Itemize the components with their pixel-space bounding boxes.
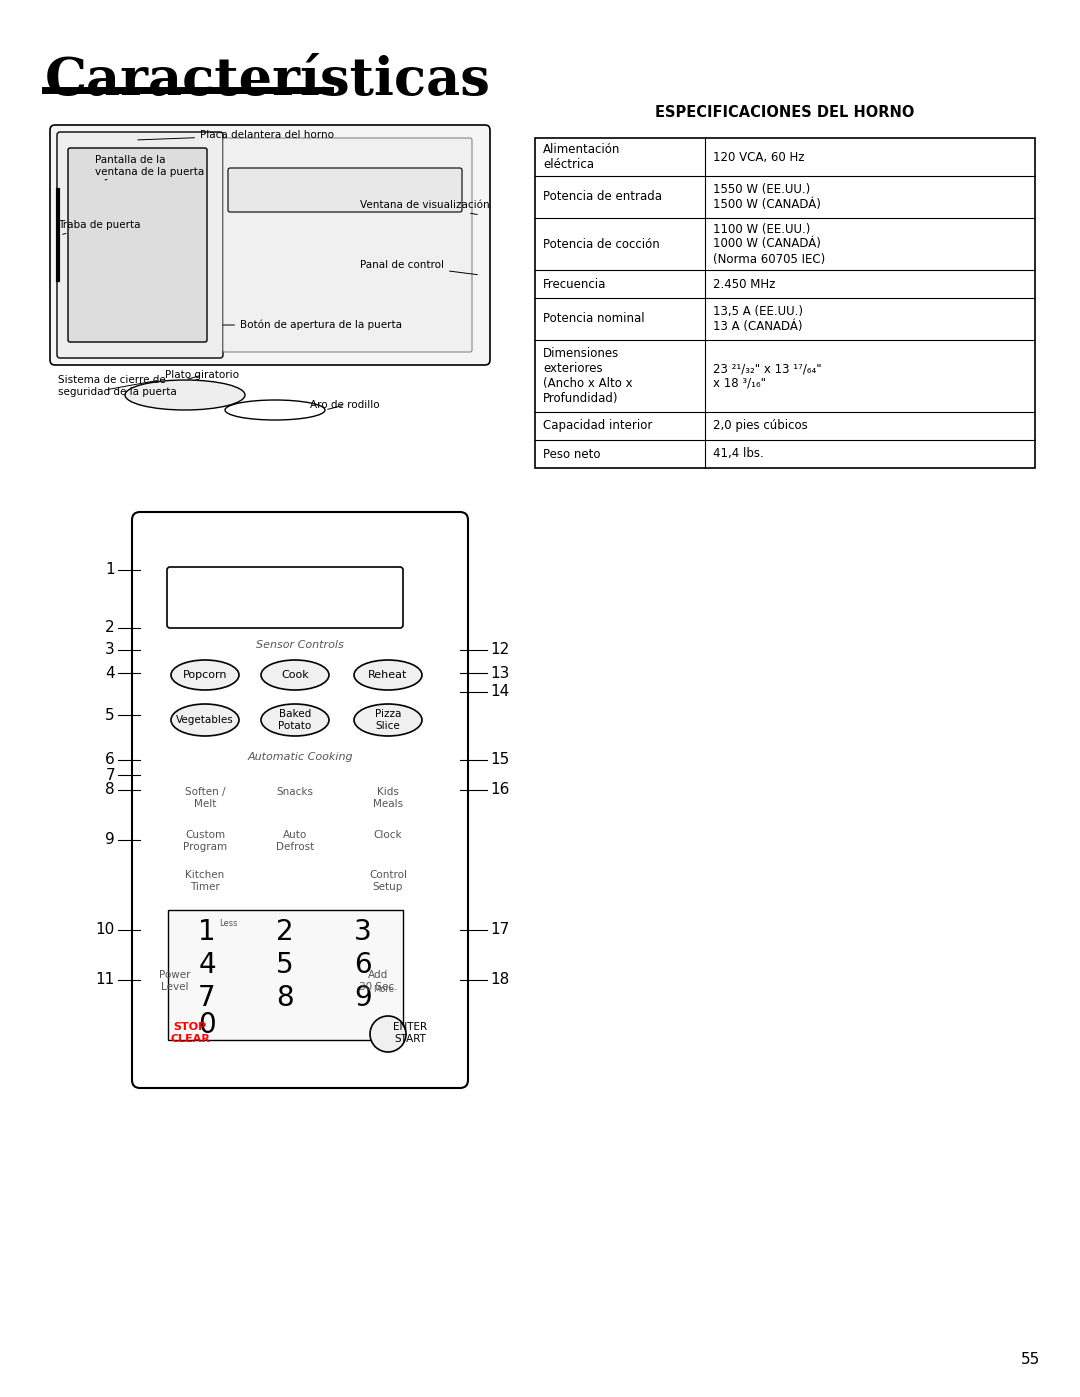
Text: ESPECIFICACIONES DEL HORNO: ESPECIFICACIONES DEL HORNO xyxy=(656,105,915,120)
Text: 11: 11 xyxy=(96,972,114,988)
Bar xyxy=(168,909,403,1039)
Text: Clock: Clock xyxy=(374,830,403,840)
Text: 4: 4 xyxy=(106,665,114,680)
Text: Pantalla de la
ventana de la puerta: Pantalla de la ventana de la puerta xyxy=(95,155,204,180)
Text: 1: 1 xyxy=(199,918,216,946)
Text: 13: 13 xyxy=(490,665,510,680)
Text: 23 ²¹/₃₂" x 13 ¹⁷/₆₄"
x 18 ³/₁₆": 23 ²¹/₃₂" x 13 ¹⁷/₆₄" x 18 ³/₁₆" xyxy=(713,362,822,390)
Text: 2.450 MHz: 2.450 MHz xyxy=(713,278,775,291)
Ellipse shape xyxy=(171,659,239,690)
Text: 9: 9 xyxy=(354,983,372,1011)
Ellipse shape xyxy=(261,659,329,690)
Text: Power
Level: Power Level xyxy=(159,970,191,992)
Text: Add
30 Sec.: Add 30 Sec. xyxy=(359,970,397,992)
Text: Cook: Cook xyxy=(281,671,309,680)
Text: 41,4 lbs.: 41,4 lbs. xyxy=(713,447,764,461)
Text: Dimensiones
exteriores
(Ancho x Alto x
Profundidad): Dimensiones exteriores (Ancho x Alto x P… xyxy=(543,346,633,405)
Text: Pizza
Slice: Pizza Slice xyxy=(375,710,401,731)
Text: 16: 16 xyxy=(490,782,510,798)
Text: Custom
Program: Custom Program xyxy=(183,830,227,852)
Text: Sistema de cierre de
seguridad de la puerta: Sistema de cierre de seguridad de la pue… xyxy=(58,374,177,397)
FancyBboxPatch shape xyxy=(228,168,462,212)
Text: 4: 4 xyxy=(199,951,216,979)
Text: Botón de apertura de la puerta: Botón de apertura de la puerta xyxy=(222,320,402,330)
Text: Plato giratorio: Plato giratorio xyxy=(165,370,239,380)
Text: 1: 1 xyxy=(106,563,114,577)
FancyBboxPatch shape xyxy=(68,148,207,342)
Text: Vegetables: Vegetables xyxy=(176,715,234,725)
Text: Ventana de visualización: Ventana de visualización xyxy=(360,200,489,215)
Text: 10: 10 xyxy=(96,922,114,937)
Text: More: More xyxy=(373,985,394,995)
Text: 120 VCA, 60 Hz: 120 VCA, 60 Hz xyxy=(713,151,805,163)
FancyBboxPatch shape xyxy=(222,138,472,352)
Text: 9: 9 xyxy=(105,833,114,848)
Text: Placa delantera del horno: Placa delantera del horno xyxy=(138,130,334,140)
Text: 14: 14 xyxy=(490,685,510,700)
Text: 5: 5 xyxy=(276,951,294,979)
Text: Alimentación
eléctrica: Alimentación eléctrica xyxy=(543,142,620,170)
Text: Peso neto: Peso neto xyxy=(543,447,600,461)
Text: Kids
Meals: Kids Meals xyxy=(373,787,403,809)
Text: 15: 15 xyxy=(490,753,510,767)
Bar xyxy=(535,138,1035,468)
Circle shape xyxy=(370,1016,406,1052)
Text: 3: 3 xyxy=(105,643,114,658)
Text: 2: 2 xyxy=(276,918,294,946)
Text: Capacidad interior: Capacidad interior xyxy=(543,419,652,433)
FancyBboxPatch shape xyxy=(167,567,403,629)
Text: Panal de control: Panal de control xyxy=(360,260,477,275)
Text: Control
Setup: Control Setup xyxy=(369,870,407,891)
Text: Sensor Controls: Sensor Controls xyxy=(256,640,343,650)
Text: 6: 6 xyxy=(354,951,372,979)
Text: Traba de puerta: Traba de puerta xyxy=(58,219,140,235)
Text: Popcorn: Popcorn xyxy=(183,671,227,680)
Text: 18: 18 xyxy=(490,972,510,988)
Text: 2: 2 xyxy=(106,620,114,636)
Text: 0: 0 xyxy=(198,1011,216,1039)
FancyBboxPatch shape xyxy=(132,511,468,1088)
Text: Snacks: Snacks xyxy=(276,787,313,798)
Text: Baked
Potato: Baked Potato xyxy=(279,710,312,731)
Text: 55: 55 xyxy=(1021,1352,1040,1368)
Ellipse shape xyxy=(171,704,239,736)
Text: Less: Less xyxy=(219,919,238,929)
FancyBboxPatch shape xyxy=(57,131,222,358)
Text: Potencia de entrada: Potencia de entrada xyxy=(543,190,662,204)
Ellipse shape xyxy=(354,659,422,690)
Ellipse shape xyxy=(354,704,422,736)
Text: 3: 3 xyxy=(354,918,372,946)
Text: 2,0 pies cúbicos: 2,0 pies cúbicos xyxy=(713,419,808,433)
Ellipse shape xyxy=(261,704,329,736)
Text: Aro de rodillo: Aro de rodillo xyxy=(310,400,380,409)
Text: 1550 W (EE.UU.)
1500 W (CANADÁ): 1550 W (EE.UU.) 1500 W (CANADÁ) xyxy=(713,183,821,211)
Text: 5: 5 xyxy=(106,707,114,722)
Text: ENTER
START: ENTER START xyxy=(393,1023,427,1044)
Text: 8: 8 xyxy=(106,782,114,798)
Text: STOP
CLEAR: STOP CLEAR xyxy=(170,1023,210,1044)
Text: 6: 6 xyxy=(105,753,114,767)
Text: 13,5 A (EE.UU.)
13 A (CANADÁ): 13,5 A (EE.UU.) 13 A (CANADÁ) xyxy=(713,305,804,332)
Text: Potencia de cocción: Potencia de cocción xyxy=(543,237,660,250)
Text: Automatic Cooking: Automatic Cooking xyxy=(247,752,353,761)
Ellipse shape xyxy=(125,380,245,409)
Text: Auto
Defrost: Auto Defrost xyxy=(275,830,314,852)
Text: Características: Características xyxy=(45,54,491,106)
Text: 8: 8 xyxy=(276,983,294,1011)
Text: 7: 7 xyxy=(106,767,114,782)
Text: Kitchen
Timer: Kitchen Timer xyxy=(186,870,225,891)
Text: Soften /
Melt: Soften / Melt xyxy=(185,787,226,809)
FancyBboxPatch shape xyxy=(50,124,490,365)
Text: 1100 W (EE.UU.)
1000 W (CANADÁ)
(Norma 60705 IEC): 1100 W (EE.UU.) 1000 W (CANADÁ) (Norma 6… xyxy=(713,222,825,265)
Text: Reheat: Reheat xyxy=(368,671,407,680)
Text: Frecuencia: Frecuencia xyxy=(543,278,606,291)
Text: 12: 12 xyxy=(490,643,510,658)
Text: 17: 17 xyxy=(490,922,510,937)
Text: 7: 7 xyxy=(199,983,216,1011)
Text: Potencia nominal: Potencia nominal xyxy=(543,313,645,326)
